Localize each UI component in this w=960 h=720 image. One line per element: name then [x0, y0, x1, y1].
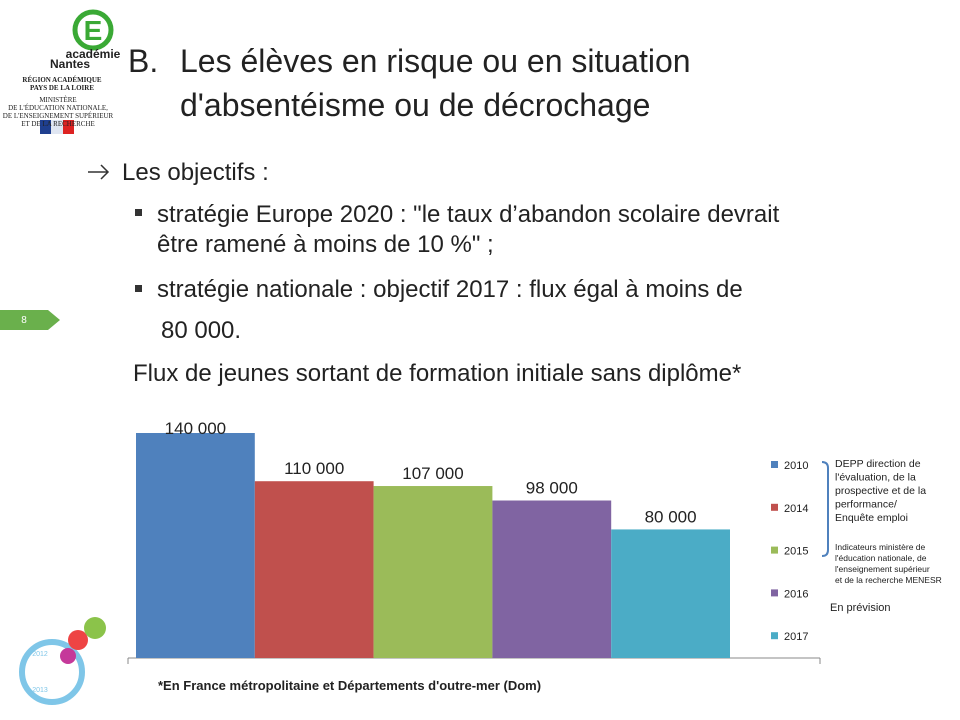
bar	[492, 500, 612, 658]
bar	[611, 529, 730, 658]
logo-text: DE L'ENSEIGNEMENT SUPÉRIEUR	[3, 112, 114, 120]
legend-swatch	[771, 632, 778, 640]
flag-blue	[40, 120, 51, 134]
annotation: En prévision	[830, 602, 891, 614]
page-number: 8	[21, 315, 27, 326]
logo-text: DE L'ÉDUCATION NATIONALE,	[8, 104, 108, 112]
bar	[254, 481, 374, 658]
intro: Les objectifs :	[122, 159, 269, 186]
bullet-marker	[135, 209, 142, 216]
bar	[136, 433, 255, 658]
arrow-marker	[88, 164, 110, 180]
annotation: l'évaluation, de la	[835, 472, 916, 484]
page-tab	[0, 310, 60, 330]
logo-bottom-shape	[84, 617, 106, 639]
logo-text: PAYS DE LA LOIRE	[30, 84, 94, 92]
value-label: 107 000	[402, 464, 463, 483]
bracket	[821, 461, 829, 557]
logo-text: ET DE LA RECHERCHE	[21, 120, 95, 128]
legend-label: 2015	[784, 546, 808, 558]
logo-text: MINISTÈRE	[39, 96, 76, 104]
legend-swatch	[771, 503, 778, 511]
logo-year: 2013	[32, 687, 48, 694]
bullet-text: stratégie nationale : objectif 2017 : fl…	[157, 276, 743, 303]
logo-text: académie	[66, 47, 121, 61]
legend-label: 2010	[784, 460, 808, 472]
value-label: 80 000	[645, 507, 697, 526]
legend-label: 2014	[784, 503, 808, 515]
bar	[373, 486, 493, 658]
bullet-text: stratégie Europe 2020 : "le taux d’aband…	[157, 201, 780, 228]
value-label: 98 000	[526, 479, 578, 498]
title-marker: B.	[128, 43, 158, 79]
annotation: DEPP direction de	[835, 458, 921, 470]
annotation: prospective et de la	[835, 485, 926, 497]
logo-bottom-shape	[68, 630, 88, 650]
logo-text: Nantes	[50, 57, 90, 71]
flag-red	[63, 120, 74, 134]
legend-label: 2017	[784, 631, 808, 643]
logo-year: 2012	[32, 651, 48, 658]
annotation: et de la recherche MENESR	[835, 575, 942, 585]
annotation: Enquête emploi	[835, 512, 908, 524]
logo-ring	[72, 9, 114, 51]
annotation: l'éducation nationale, de	[835, 553, 927, 563]
footnote: *En France métropolitaine et Département…	[158, 678, 541, 693]
logo-text: RÉGION ACADÉMIQUE	[22, 76, 101, 84]
title-line: d'absentéisme ou de décrochage	[180, 87, 650, 123]
value-label: 110 000	[284, 459, 344, 478]
annotation: Indicateurs ministère de	[835, 542, 926, 552]
logo-bottom-ring	[19, 639, 85, 705]
legend-swatch	[771, 461, 778, 468]
annotation: performance/	[835, 499, 897, 511]
bullet-text: être ramené à moins de 10 %" ;	[157, 231, 494, 258]
bullet-marker	[135, 285, 142, 292]
bullet-text: 80 000.	[161, 317, 241, 344]
logo-letter: E	[84, 15, 103, 46]
legend-swatch	[771, 546, 778, 554]
chart-title: Flux de jeunes sortant de formation init…	[133, 360, 741, 387]
legend-swatch	[771, 589, 778, 597]
title-line: Les élèves en risque ou en situation	[180, 43, 691, 79]
legend-label: 2016	[784, 588, 808, 600]
logo-bottom-shape	[60, 648, 76, 664]
value-label: 140 000	[165, 419, 226, 438]
annotation: l'enseignement supérieur	[835, 564, 930, 574]
